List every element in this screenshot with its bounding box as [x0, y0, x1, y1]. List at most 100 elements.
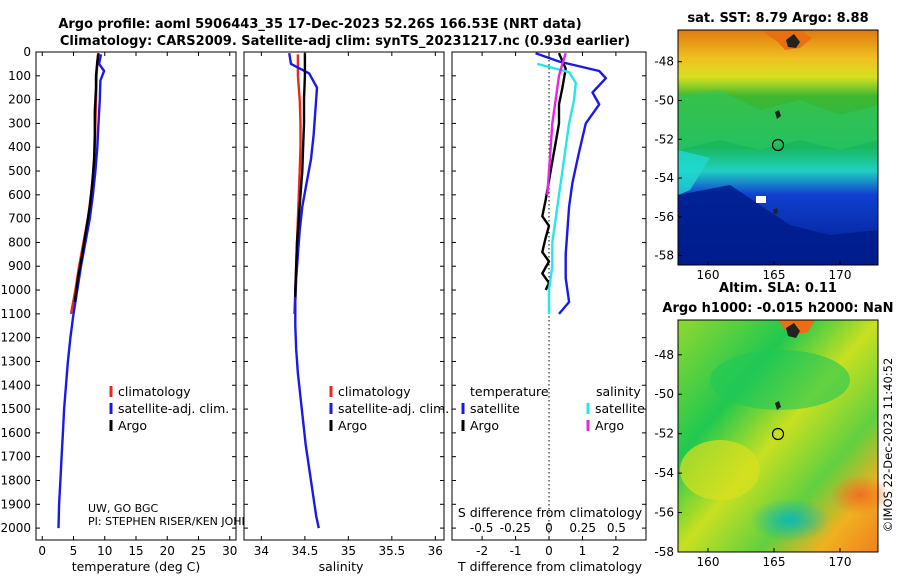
- depth-tick-label: 600: [8, 188, 31, 202]
- map-y-tick-label: -54: [654, 171, 674, 185]
- x-tick-label: -1: [510, 544, 522, 558]
- x-tick-label: 34.5: [292, 544, 319, 558]
- difference-depth-ticks: [452, 51, 646, 529]
- sst-map-frame: [677, 29, 879, 266]
- salinity-series: [288, 53, 320, 529]
- legend-sal-satellite-label: satellite-adj. clim.: [338, 401, 449, 416]
- float-owner-label: UW, GO BGC: [88, 502, 158, 515]
- legend-argo-label: Argo: [118, 418, 147, 433]
- depth-tick-label: 300: [8, 116, 31, 130]
- difference-panel: -2 -1 0 1 2 -0.5 -0.25 0 0.25 0.5 T difference f…: [451, 51, 647, 574]
- sla-map-title-line2: Argo h1000: -0.015 h2000: NaN: [662, 301, 893, 316]
- x-tick-label: 36: [428, 544, 443, 558]
- temperature-axes-frame: [35, 51, 237, 541]
- figure-title-line2: Climatology: CARS2009. Satellite-adj cli…: [60, 34, 630, 49]
- s-diff-tick-label: -0.5: [470, 521, 493, 535]
- salinity-legend: climatology satellite-adj. clim. Argo: [329, 384, 449, 433]
- depth-tick-label: 100: [8, 69, 31, 83]
- map-x-tick-label: 160: [697, 555, 720, 569]
- sla-coastline-island-1: [786, 323, 800, 338]
- temperature-legend: climatology satellite-adj. clim. Argo: [109, 384, 229, 433]
- x-tick-label: 15: [128, 544, 143, 558]
- s-difference-axis-ticks: -0.5-0.2500.250.5: [470, 521, 626, 535]
- map-y-tick-label: -58: [654, 249, 674, 263]
- sla-coastline-island-2: [775, 401, 781, 410]
- series-line-salinity-satellite: [536, 62, 577, 314]
- s-diff-tick-label: -0.25: [500, 521, 531, 535]
- sst-cyan-patch: [678, 150, 710, 195]
- legend-s-argo-label: Argo: [595, 418, 624, 433]
- legend-salinity-heading: salinity: [596, 384, 641, 399]
- series-line-argo: [294, 53, 307, 298]
- argo-position-marker-sst: [771, 138, 785, 152]
- depth-axis-ticks: 0 100 200 300 400 500 600 700 800 900 1000 1100 1200…: [0, 45, 236, 535]
- map-y-tick-label: -50: [654, 387, 674, 401]
- depth-tick-label: 1600: [0, 426, 31, 440]
- depth-tick-label: 200: [8, 93, 31, 107]
- sst-map-panel: sat. SST: 8.79 Argo: 8.88 160 165 170 -48 -5…: [654, 11, 879, 282]
- legend-sal-climatology-label: climatology: [338, 384, 411, 399]
- depth-tick-label: 2000: [0, 521, 31, 535]
- series-line-temperature-satellite: [535, 52, 608, 315]
- depth-tick-label: 700: [8, 212, 31, 226]
- series-line-salinity-argo: [546, 52, 567, 195]
- map-y-tick-label: -52: [654, 427, 674, 441]
- series-line-argo: [73, 53, 100, 303]
- sla-warm-eddy: [830, 475, 890, 515]
- series-line-temperature-argo: [541, 52, 567, 291]
- figure-title-line1: Argo profile: aoml 5906443_35 17-Dec-202…: [58, 17, 581, 32]
- temperature-series: [57, 53, 106, 529]
- legend-temperature-heading: temperature: [470, 384, 549, 399]
- sla-yellow-patch: [680, 440, 760, 500]
- argo-position-marker-sla: [771, 427, 785, 441]
- x-tick-label: 20: [160, 544, 175, 558]
- depth-tick-label: 1200: [0, 331, 31, 345]
- sla-map-title-line1: Altim. SLA: 0.11: [719, 281, 837, 296]
- x-tick-label: 1: [579, 544, 587, 558]
- x-tick-label: 2: [612, 544, 620, 558]
- sst-map-ticks: 160 165 170 -48 -50 -52 -54 -56 -58: [654, 55, 851, 282]
- coastline-island-2: [775, 110, 781, 119]
- x-tick-label: 0: [545, 544, 553, 558]
- sst-mid-band: [678, 90, 878, 150]
- salinity-depth-ticks: [244, 51, 444, 529]
- depth-tick-label: 1100: [0, 307, 31, 321]
- x-tick-label: 35.5: [378, 544, 405, 558]
- depth-tick-label: 800: [8, 235, 31, 249]
- temperature-panel: 0100200300400500600700800900100011001200…: [0, 45, 249, 574]
- t-difference-axis-label: T difference from climatology: [457, 559, 643, 574]
- imos-timestamp: ©IMOS 22-Dec-2023 11:40:52: [881, 358, 895, 533]
- legend-climatology-label: climatology: [118, 384, 191, 399]
- sst-map-title: sat. SST: 8.79 Argo: 8.88: [687, 11, 868, 26]
- coastline-island-3: [773, 208, 778, 214]
- legend-satellite-label: satellite-adj. clim.: [118, 401, 229, 416]
- depth-tick-label: 1900: [0, 497, 31, 511]
- depth-tick-label: 1800: [0, 473, 31, 487]
- depth-tick-label: 1000: [0, 283, 31, 297]
- t-difference-axis-ticks: -2 -1 0 1 2: [476, 52, 620, 558]
- sst-missing-pixel: [756, 196, 766, 203]
- depth-tick-label: 1300: [0, 354, 31, 368]
- map-y-tick-label: -58: [654, 545, 674, 559]
- map-x-tick-label: 170: [829, 268, 852, 282]
- s-difference-axis-label: S difference from climatology: [458, 505, 643, 520]
- x-tick-label: 0: [38, 544, 46, 558]
- map-y-tick-label: -48: [654, 55, 674, 69]
- map-y-tick-label: -56: [654, 210, 674, 224]
- sla-teal-eddy: [750, 498, 830, 542]
- x-tick-label: 25: [191, 544, 206, 558]
- difference-series: [535, 52, 608, 315]
- legend-s-satellite-label: satellite: [595, 401, 645, 416]
- x-tick-label: 5: [70, 544, 78, 558]
- depth-tick-label: 1400: [0, 378, 31, 392]
- sst-cold-water: [678, 185, 878, 265]
- x-tick-label: 35: [341, 544, 356, 558]
- s-diff-tick-label: 0.5: [607, 521, 626, 535]
- map-x-tick-label: 160: [697, 268, 720, 282]
- map-y-tick-label: -54: [654, 466, 674, 480]
- x-tick-label: 34: [254, 544, 269, 558]
- x-tick-label: 30: [222, 544, 237, 558]
- legend-t-argo-label: Argo: [470, 418, 499, 433]
- x-tick-label: -2: [476, 544, 488, 558]
